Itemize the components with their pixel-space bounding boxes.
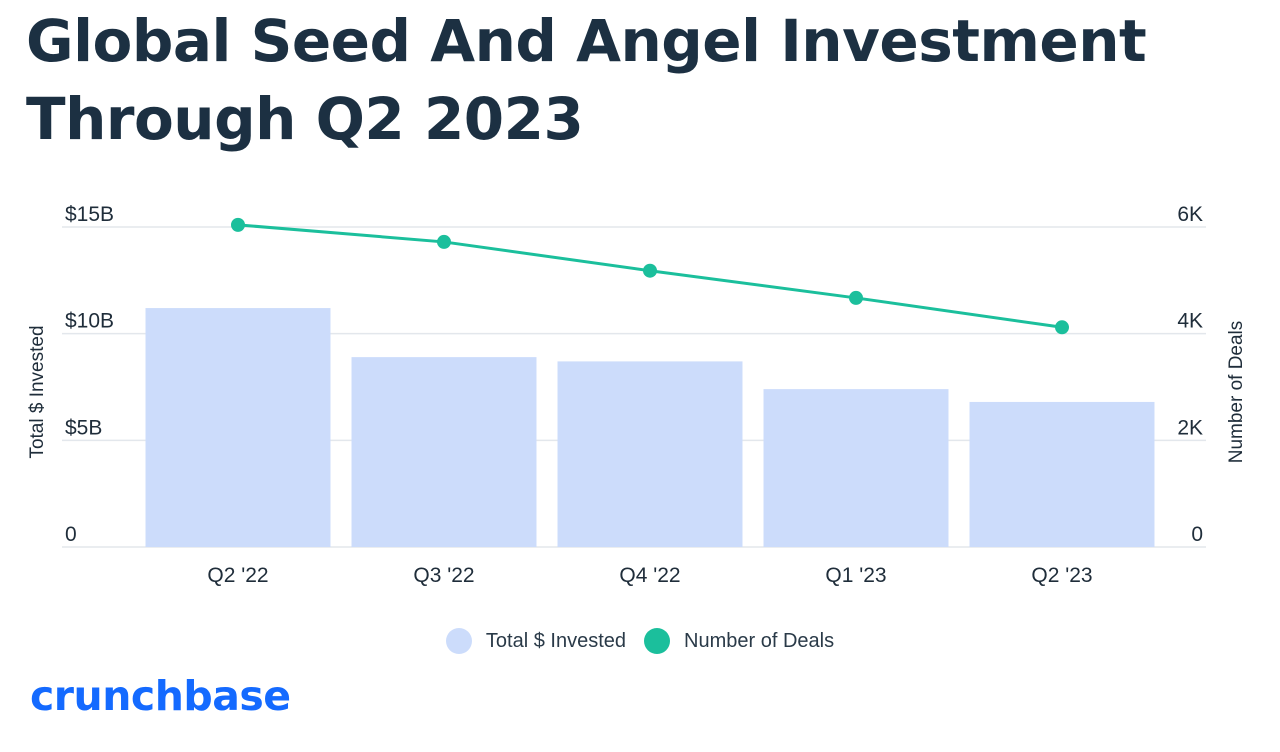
- x-tick-label: Q4 '22: [619, 564, 680, 587]
- y-left-axis-title: Total $ Invested: [27, 325, 48, 458]
- y-left-tick-label: $10B: [65, 310, 114, 333]
- y-right-tick-label: 0: [1191, 523, 1203, 546]
- bar-invested: [351, 357, 537, 547]
- legend-label-invested: Total $ Invested: [485, 629, 627, 652]
- bar-invested: [763, 389, 949, 547]
- legend-swatch-invested: [445, 628, 472, 654]
- x-tick-label: Q2 '22: [207, 564, 268, 587]
- legend-item-invested: Total $ Invested: [445, 628, 627, 654]
- point-deals: [231, 217, 245, 232]
- y-left-tick-label: 0: [65, 523, 77, 546]
- combo-chart: 0 $5B $10B $15B 0 2K 4K 6K Q2 '22 Q3 '22 Q4 '22 Q1 …: [27, 203, 1247, 587]
- y-right-tick-label: 2K: [1177, 416, 1203, 439]
- bar-invested: [145, 308, 331, 547]
- point-deals: [643, 263, 657, 278]
- bar-invested: [969, 401, 1155, 547]
- line-series: [231, 217, 1069, 335]
- legend: Total $ Invested Number of Deals: [0, 628, 1280, 654]
- crunchbase-logo: crunchbase: [30, 672, 291, 720]
- y-left-tick-label: $5B: [65, 416, 102, 439]
- bar-series: [145, 308, 1155, 547]
- point-deals: [1055, 320, 1069, 335]
- x-tick-label: Q1 '23: [825, 564, 886, 587]
- axis-ticks: 0 $5B $10B $15B 0 2K 4K 6K Q2 '22 Q3 '22 Q4 '22 Q1 …: [65, 203, 1203, 587]
- x-tick-label: Q2 '23: [1031, 564, 1092, 587]
- bar-invested: [557, 361, 743, 547]
- point-deals: [849, 290, 863, 305]
- point-deals: [437, 234, 451, 249]
- y-left-tick-label: $15B: [65, 203, 114, 226]
- y-right-tick-label: 4K: [1177, 310, 1203, 333]
- y-right-axis-title: Number of Deals: [1226, 321, 1247, 464]
- legend-label-deals: Number of Deals: [684, 629, 835, 652]
- y-right-tick-label: 6K: [1177, 203, 1203, 226]
- legend-item-deals: Number of Deals: [644, 628, 834, 654]
- chart-title: Global Seed And Angel Investment Through…: [26, 7, 1147, 153]
- legend-swatch-deals: [644, 628, 671, 654]
- x-tick-label: Q3 '22: [413, 564, 474, 587]
